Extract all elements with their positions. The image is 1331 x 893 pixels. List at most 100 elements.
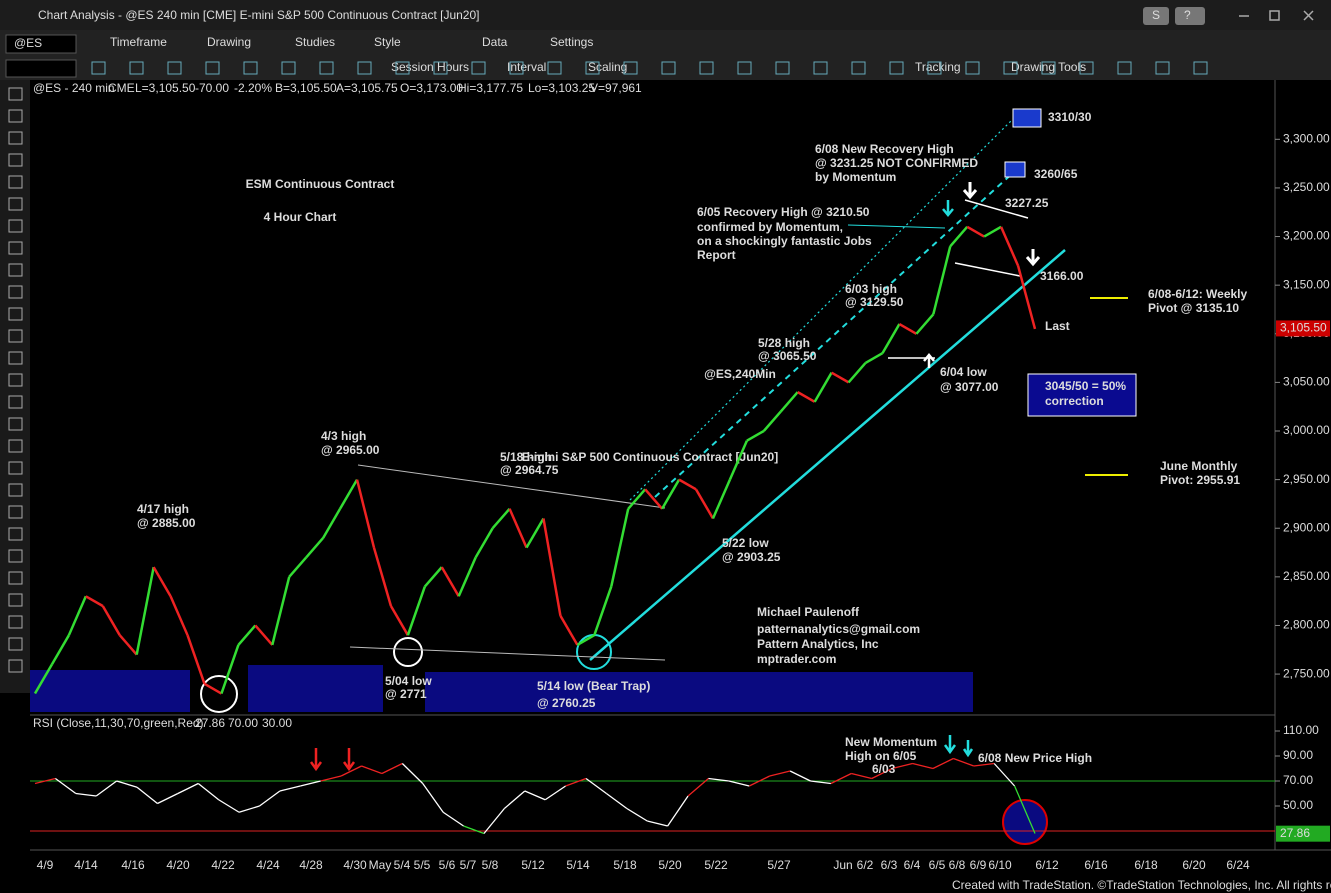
tool-icon[interactable] [8,329,23,343]
tool-icon[interactable] [8,461,23,475]
toolbar-icon[interactable] [1193,61,1208,75]
toolbar-button[interactable]: Drawing [207,35,251,49]
tool-icon[interactable] [8,483,23,497]
tool-icon[interactable] [8,549,23,563]
toolbar-button[interactable]: Studies [295,35,335,49]
toolbar-icon[interactable] [965,61,980,75]
tool-icon[interactable] [8,175,23,189]
toolbar-icon[interactable] [91,61,106,75]
tool-icon[interactable] [8,571,23,585]
toolbar-icon[interactable] [281,61,296,75]
price-segment [746,429,765,442]
annotation: @ 2965.00 [321,443,380,457]
status-field: Lo=3,103.25 [528,81,595,95]
tool-icon[interactable] [8,505,23,519]
window-controls[interactable] [1239,10,1314,21]
price-segment [491,507,511,530]
y-tick-label: 2,950.00 [1283,472,1330,486]
toolbar-icon[interactable] [167,61,182,75]
tool-icon[interactable] [8,373,23,387]
symbol-input[interactable]: @ES [14,36,42,50]
toolbar-button[interactable]: Drawing Tools [1011,60,1086,74]
rsi-segment [871,767,893,780]
x-tick-label: 5/4 [394,858,411,872]
toolbar-icon[interactable] [509,61,524,75]
tool-icon[interactable] [8,659,23,673]
toolbar-icon[interactable] [889,61,904,75]
toolbar-icon[interactable] [1117,61,1132,75]
toolbar-icon[interactable] [775,61,790,75]
s-button[interactable] [1143,7,1169,25]
price-segment [644,488,664,510]
toolbar-button[interactable]: Style [374,35,401,49]
toolbar-icon[interactable] [357,61,372,75]
annotation: June Monthly [1160,459,1238,473]
rsi-segment [953,757,974,767]
toolbar-icon[interactable] [205,61,220,75]
rsi-segment [136,786,158,805]
tool-icon[interactable] [8,439,23,453]
toolbar-icon[interactable] [395,61,410,75]
x-tick-label: 6/5 [929,858,946,872]
price-segment [406,586,427,636]
tool-icon[interactable] [8,131,23,145]
toolbar-icon[interactable] [623,61,638,75]
toolbar-button[interactable]: Scaling [588,60,627,74]
toolbar-icon[interactable] [243,61,258,75]
annotation: Michael Paulenoff [757,605,860,619]
toolbar-icon[interactable] [813,61,828,75]
toolbar-icon[interactable] [1155,61,1170,75]
price-segment [508,508,528,549]
price-segment [372,547,393,607]
tool-icon[interactable] [8,153,23,167]
tool-icon[interactable] [8,263,23,277]
toolbar-icon[interactable] [433,61,448,75]
toolbar-icon[interactable] [585,61,600,75]
price-segment [203,682,223,695]
toolbar-button[interactable]: Settings [550,35,593,49]
tool-icon[interactable] [8,87,23,101]
tool-icon[interactable] [8,637,23,651]
toolbar-icon[interactable] [851,61,866,75]
toolbar-icon[interactable] [737,61,752,75]
toolbar-button[interactable]: Session Hours [391,60,469,74]
tool-icon[interactable] [8,197,23,211]
toolbar-icon[interactable] [661,61,676,75]
toolbar-icon[interactable] [547,61,562,75]
toolbar-button[interactable]: Interval [507,60,546,74]
tool-icon[interactable] [8,219,23,233]
tool-icon[interactable] [8,241,23,255]
status-field: O=3,173.00 [400,81,463,95]
toolbar-icon[interactable] [1079,61,1094,75]
price-segment [627,488,647,510]
tool-icon[interactable] [8,395,23,409]
tool-icon[interactable] [8,615,23,629]
price-segment [525,517,545,549]
x-tick-label: 6/9 [970,858,987,872]
toolbar-icon[interactable] [1041,61,1056,75]
help-button[interactable] [1175,7,1205,25]
tool-icon[interactable] [8,109,23,123]
symbol-box[interactable] [5,34,77,54]
toolbar-icon[interactable] [129,61,144,75]
y-tick-label: 2,800.00 [1283,618,1330,632]
toolbar-icon[interactable] [471,61,486,75]
help-label[interactable]: ? [1184,8,1191,22]
tool-icon[interactable] [8,417,23,431]
tool-icon[interactable] [8,285,23,299]
toolbar-icon[interactable] [319,61,334,75]
interval-box[interactable] [5,59,77,78]
tool-icon[interactable] [8,307,23,321]
tool-icon[interactable] [8,351,23,365]
toolbar-icon[interactable] [699,61,714,75]
toolbar-icon[interactable] [1003,61,1018,75]
annotation: 3310/30 [1048,110,1092,124]
toolbar-button[interactable]: Data [482,35,508,49]
tool-icon[interactable] [8,593,23,607]
annotation: 4/3 high [321,429,366,443]
toolbar-icon[interactable] [927,61,942,75]
toolbar-button[interactable]: Timeframe [110,35,167,49]
tool-icon[interactable] [8,527,23,541]
s-label[interactable]: S [1152,8,1160,22]
toolbar-button[interactable]: Tracking [915,60,961,74]
